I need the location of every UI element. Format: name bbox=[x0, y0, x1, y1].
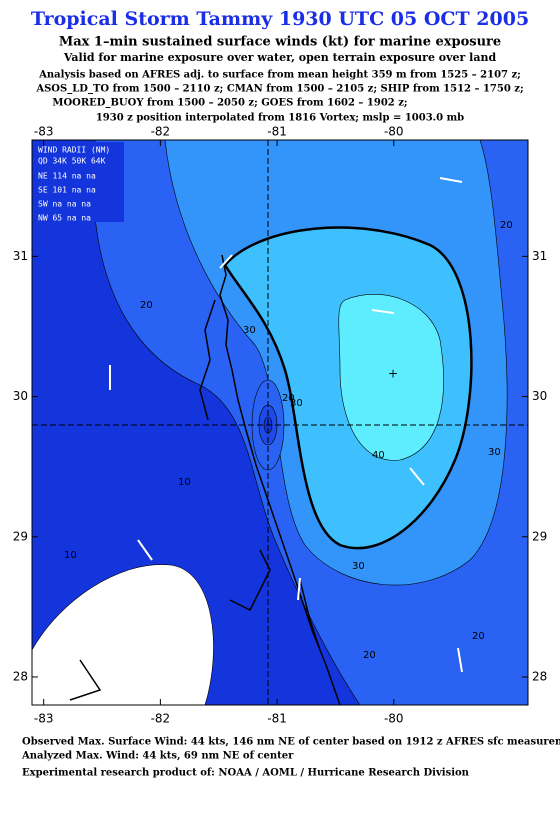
footer-credit: Experimental research product of: NOAA /… bbox=[22, 768, 470, 779]
contour-label: 30 bbox=[352, 561, 365, 572]
y-tick-label: 30 bbox=[13, 389, 28, 403]
contour-label: 30 bbox=[290, 398, 303, 409]
x-tick-label: -80 bbox=[384, 125, 404, 139]
x-tick-label: -81 bbox=[267, 712, 287, 726]
y-tick-label: 29 bbox=[532, 529, 547, 543]
x-tick-label: -80 bbox=[384, 712, 404, 726]
x-tick-label: -83 bbox=[34, 125, 54, 139]
footer-line: Observed Max. Surface Wind: 44 kts, 146 … bbox=[22, 737, 560, 748]
wind-radii-row: SW na na na bbox=[38, 200, 91, 209]
contour-label: 20 bbox=[140, 300, 153, 311]
wind-radii-title: WIND RADII (NM) bbox=[38, 146, 110, 155]
contour-label: 20 bbox=[282, 393, 295, 404]
x-tick-label: -82 bbox=[151, 712, 171, 726]
coastline bbox=[69, 254, 341, 705]
contour-label: 20 bbox=[363, 650, 376, 661]
wind-radii-row: NW 65 na na bbox=[38, 214, 91, 223]
y-tick-label: 29 bbox=[13, 529, 28, 543]
map: + WIND RADII (NM) QD 34K 50K 64K NE 114 … bbox=[32, 140, 528, 705]
max-wind-marker: + bbox=[388, 367, 398, 381]
x-tick-label: -83 bbox=[34, 712, 54, 726]
footer-line: Analyzed Max. Wind: 44 kts, 69 nm NE of … bbox=[21, 751, 294, 762]
subtitle: Max 1–min sustained surface winds (kt) f… bbox=[59, 35, 501, 50]
calm-region bbox=[32, 564, 214, 705]
x-tick-label: -81 bbox=[267, 125, 287, 139]
contour-label: 40 bbox=[372, 450, 385, 461]
map-frame bbox=[31, 139, 529, 706]
y-tick-label: 30 bbox=[532, 389, 547, 403]
contour-label: 30 bbox=[488, 447, 501, 458]
y-tick-label: 31 bbox=[532, 249, 547, 263]
analysis-line: ASOS_LD_TO from 1500 – 2110 z; CMAN from… bbox=[35, 84, 523, 95]
contour-label: 20 bbox=[500, 220, 513, 231]
contour-label: 10 bbox=[64, 550, 77, 561]
contour-label: 30 bbox=[243, 325, 256, 336]
valid: Valid for marine exposure over water, op… bbox=[63, 51, 497, 64]
contour-label: 20 bbox=[472, 631, 485, 642]
wind-radii-row: NE 114 na na bbox=[38, 172, 96, 181]
wind-arrows bbox=[109, 177, 463, 673]
y-tick-label: 28 bbox=[13, 669, 28, 683]
title: Tropical Storm Tammy 1930 UTC 05 OCT 200… bbox=[31, 8, 529, 30]
position: 1930 z position interpolated from 1816 V… bbox=[96, 113, 464, 124]
analysis-line: Analysis based on AFRES adj. to surface … bbox=[38, 70, 521, 81]
wind-radii-row: SE 101 na na bbox=[38, 186, 96, 195]
wind-radii-header: QD 34K 50K 64K bbox=[38, 157, 106, 166]
wind-radii-box bbox=[34, 142, 124, 222]
contour-40 bbox=[338, 293, 444, 461]
contour-label: 10 bbox=[178, 477, 191, 488]
y-tick-label: 31 bbox=[13, 249, 28, 263]
analysis-line: MOORED_BUOY from 1500 – 2050 z; GOES fro… bbox=[52, 98, 407, 109]
y-tick-label: 28 bbox=[532, 669, 547, 683]
x-tick-label: -82 bbox=[151, 125, 171, 139]
